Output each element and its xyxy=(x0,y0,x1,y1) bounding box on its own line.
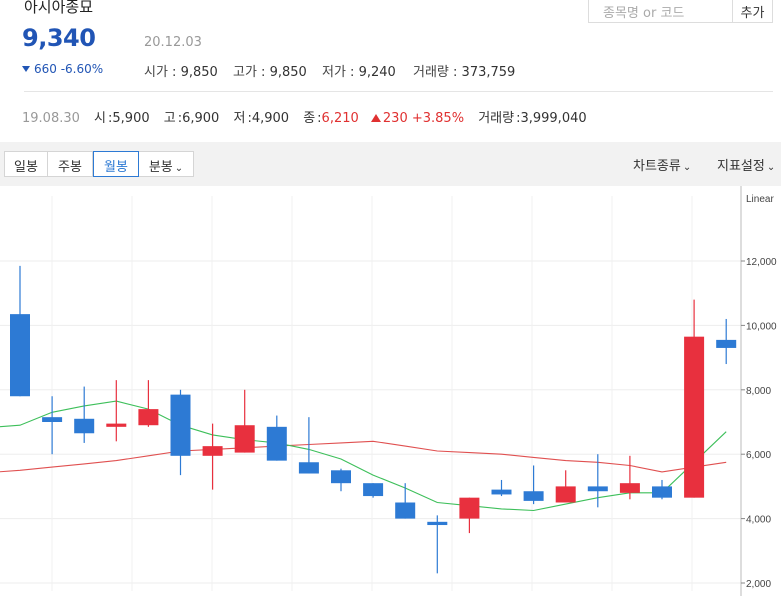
chevron-down-icon: ⌄ xyxy=(766,162,776,173)
chart-type-select[interactable]: 차트종류 ⌄ xyxy=(633,155,691,174)
candle-body xyxy=(716,339,737,348)
hover-low: 4,900 xyxy=(251,111,290,126)
search-input[interactable]: 종목명 or 코드 xyxy=(588,0,733,23)
hover-date: 19.08.30 xyxy=(22,111,80,126)
open-label: 시가 xyxy=(144,65,168,80)
candle-body xyxy=(491,489,512,495)
tab-minute[interactable]: 분봉 ⌄ xyxy=(139,151,194,177)
candle-body xyxy=(106,423,127,427)
candle-body xyxy=(331,470,351,484)
chart-toolbar: 일봉 주봉 월봉 분봉 ⌄ 차트종류 ⌄ 지표설정 ⌄ xyxy=(0,142,781,186)
y-tick-label: 10,000 xyxy=(746,321,777,332)
chevron-down-icon: ⌄ xyxy=(174,163,184,174)
volume-stat: 거래량 : 373,759 xyxy=(413,65,516,80)
hover-volume-label: 거래량 xyxy=(478,111,515,126)
open-stat: 시가 : 9,850 xyxy=(144,65,218,80)
hover-open-label: 시 xyxy=(94,111,106,126)
quote-date: 20.12.03 xyxy=(144,35,202,50)
price-change-text: 660 -6.60% xyxy=(34,62,104,76)
current-price: 9,340 xyxy=(22,24,96,52)
volume-label: 거래량 xyxy=(413,65,449,80)
candlestick-chart[interactable]: Linear 12,000 10,000 8,000 6,000 4,000 2,000 xyxy=(0,186,781,596)
chart-type-label: 차트종류 xyxy=(633,159,681,174)
hover-volume: 3,999,040 xyxy=(520,111,587,126)
hover-close: 6,210 xyxy=(321,111,359,126)
candle-body xyxy=(587,486,608,492)
candle-body xyxy=(298,462,319,474)
low-stat: 저가 : 9,240 xyxy=(322,65,396,80)
ma-long-line xyxy=(0,440,727,473)
candle-body xyxy=(427,521,448,526)
candle-body xyxy=(202,446,223,456)
stock-name: 아시아종묘 xyxy=(24,0,94,16)
candle-body xyxy=(619,483,640,493)
indicator-settings-select[interactable]: 지표설정 ⌄ xyxy=(717,155,775,174)
price-change: 660 -6.60% xyxy=(22,62,103,76)
indicator-settings-label: 지표설정 xyxy=(717,159,765,174)
ma-short-line xyxy=(0,400,727,512)
volume-value: 373,759 xyxy=(461,65,516,80)
tab-daily[interactable]: 일봉 xyxy=(4,151,48,177)
candle-body xyxy=(74,418,95,434)
low-label: 저가 xyxy=(322,65,346,80)
candle-body xyxy=(652,486,672,498)
candle-body xyxy=(138,409,159,426)
candle-body xyxy=(555,486,576,503)
hover-open: 5,900 xyxy=(112,111,150,126)
hover-high: 6,900 xyxy=(182,111,220,126)
chart-svg[interactable]: Linear 12,000 10,000 8,000 6,000 4,000 2,000 xyxy=(0,186,781,596)
high-stat: 고가 : 9,850 xyxy=(233,65,307,80)
tab-weekly[interactable]: 주봉 xyxy=(48,151,93,177)
stock-header: 아시아종묘 9,340 20.12.03 660 -6.60% 시가 : 9,8… xyxy=(0,0,781,140)
y-tick-label: 8,000 xyxy=(746,386,771,397)
y-tick-label: 6,000 xyxy=(746,450,771,461)
divider xyxy=(24,91,773,92)
candle-body xyxy=(234,425,255,453)
candle-body xyxy=(684,336,705,498)
hover-close-label: 종 xyxy=(303,111,316,126)
high-value: 9,850 xyxy=(269,65,307,80)
low-value: 9,240 xyxy=(358,65,396,80)
candle-body xyxy=(10,314,30,397)
hover-change: 230 +3.85% xyxy=(382,111,465,126)
hover-quote: 19.08.30 시:5,900 고:6,900 저:4,900 종:6,210… xyxy=(22,111,587,126)
tab-monthly[interactable]: 월봉 xyxy=(93,151,139,177)
candle-body xyxy=(266,426,287,461)
high-label: 고가 xyxy=(233,65,257,80)
scale-label: Linear xyxy=(746,194,774,205)
open-value: 9,850 xyxy=(180,65,218,80)
candle-body xyxy=(523,491,544,501)
up-triangle-icon xyxy=(370,114,381,122)
tab-minute-label: 분봉 xyxy=(148,160,173,175)
candle-body xyxy=(170,394,191,456)
candle-body xyxy=(42,417,63,422)
y-tick-label: 4,000 xyxy=(746,515,771,526)
y-tick-label: 12,000 xyxy=(746,257,777,268)
add-button[interactable]: 추가 xyxy=(733,0,773,23)
hover-low-label: 저 xyxy=(233,111,246,126)
candle-body xyxy=(459,497,480,519)
candle-body xyxy=(363,483,384,497)
chevron-down-icon: ⌄ xyxy=(682,162,692,173)
candle-body xyxy=(395,502,416,519)
y-tick-label: 2,000 xyxy=(746,579,771,590)
down-triangle-icon xyxy=(22,66,30,72)
hover-high-label: 고 xyxy=(163,111,176,126)
